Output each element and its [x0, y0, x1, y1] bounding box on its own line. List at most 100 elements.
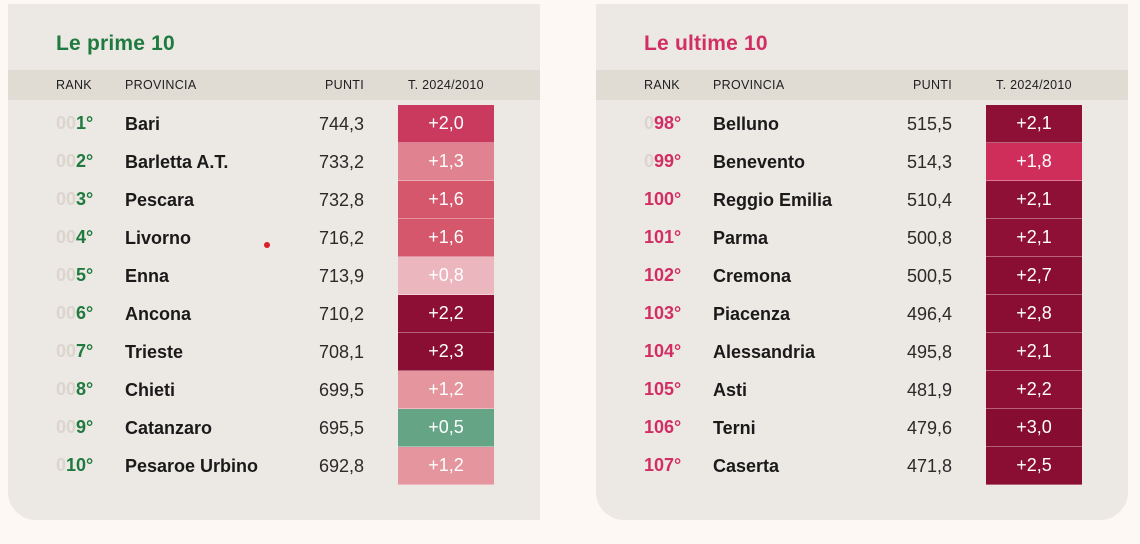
province-name: Bari	[125, 114, 161, 134]
rank-cell: 005°	[56, 265, 93, 286]
points-value: 479,6	[906, 418, 952, 438]
rank-value: 4°	[76, 227, 94, 247]
rank-cell: 003°	[56, 189, 93, 210]
rank-padding: 0	[56, 455, 67, 475]
points-value: 716,2	[318, 228, 364, 248]
table-row: 010° Pesaroe Urbino 692,8 +1,2	[8, 447, 540, 485]
trend-value: +1,6	[398, 219, 494, 257]
rank-value: 10°	[66, 455, 94, 475]
points-value: 692,8	[318, 456, 364, 476]
rank-cell: 009°	[56, 417, 93, 438]
rank-padding: 00	[56, 379, 77, 399]
top-ten-title: Le prime 10	[56, 32, 175, 55]
province-name: Chieti	[125, 380, 176, 400]
rank-value: 106°	[644, 417, 682, 437]
province-name: Trieste	[125, 342, 184, 362]
header-points: PUNTI	[913, 78, 952, 92]
rank-value: 104°	[644, 341, 682, 361]
trend-value: +2,5	[986, 447, 1082, 485]
province-name: Cremona	[713, 266, 792, 286]
table-row: 008° Chieti 699,5 +1,2	[8, 371, 540, 409]
rank-cell: 107°	[644, 455, 681, 476]
points-value: 708,1	[318, 342, 364, 362]
table-row: 107° Caserta 471,8 +2,5	[596, 447, 1128, 485]
province-name: Barletta A.T.	[125, 152, 229, 172]
rank-cell: 004°	[56, 227, 93, 248]
header-trend: T. 2024/2010	[996, 78, 1072, 92]
table-header-band	[8, 70, 540, 100]
points-value: 733,2	[318, 152, 364, 172]
trend-value: +0,8	[398, 257, 494, 295]
header-points: PUNTI	[325, 78, 364, 92]
points-value: 713,9	[318, 266, 364, 286]
rank-value: 6°	[76, 303, 94, 323]
points-value: 744,3	[318, 114, 364, 134]
table-row: 099° Benevento 514,3 +1,8	[596, 143, 1128, 181]
rank-cell: 099°	[644, 151, 681, 172]
rank-value: 5°	[76, 265, 94, 285]
rank-value: 98°	[654, 113, 682, 133]
rank-value: 107°	[644, 455, 682, 475]
trend-value: +2,7	[986, 257, 1082, 295]
points-value: 481,9	[906, 380, 952, 400]
points-value: 710,2	[318, 304, 364, 324]
points-value: 496,4	[906, 304, 952, 324]
rank-value: 99°	[654, 151, 682, 171]
header-trend: T. 2024/2010	[408, 78, 484, 92]
rank-padding: 00	[56, 417, 77, 437]
rank-cell: 002°	[56, 151, 93, 172]
province-name: Terni	[713, 418, 756, 438]
trend-value: +2,1	[986, 219, 1082, 257]
province-name: Alessandria	[713, 342, 816, 362]
trend-value: +2,2	[986, 371, 1082, 409]
header-rank: RANK	[56, 78, 92, 92]
table-row: 007° Trieste 708,1 +2,3	[8, 333, 540, 371]
rank-cell: 008°	[56, 379, 93, 400]
table-row: 103° Piacenza 496,4 +2,8	[596, 295, 1128, 333]
rank-padding: 00	[56, 341, 77, 361]
rank-cell: 104°	[644, 341, 681, 362]
trend-value: +2,1	[986, 105, 1082, 143]
trend-value: +1,2	[398, 447, 494, 485]
rank-padding: 00	[56, 265, 77, 285]
table-row: 005° Enna 713,9 +0,8	[8, 257, 540, 295]
table-row: 009° Catanzaro 695,5 +0,5	[8, 409, 540, 447]
points-value: 510,4	[906, 190, 952, 210]
rank-padding: 00	[56, 151, 77, 171]
header-rank: RANK	[644, 78, 680, 92]
table-header-band	[596, 70, 1128, 100]
rank-padding: 00	[56, 227, 77, 247]
trend-value: +3,0	[986, 409, 1082, 447]
trend-value: +2,2	[398, 295, 494, 333]
province-name: Asti	[713, 380, 748, 400]
bottom-ten-panel: Le ultime 10 RANK PROVINCIA PUNTI T. 202…	[596, 4, 1128, 520]
header-province: PROVINCIA	[713, 78, 785, 92]
table-row: 106° Terni 479,6 +3,0	[596, 409, 1128, 447]
rank-cell: 001°	[56, 113, 93, 134]
province-name: Caserta	[713, 456, 780, 476]
header-province: PROVINCIA	[125, 78, 197, 92]
rank-cell: 010°	[56, 455, 93, 476]
province-name: Reggio Emilia	[713, 190, 833, 210]
points-value: 471,8	[906, 456, 952, 476]
trend-value: +1,3	[398, 143, 494, 181]
rank-padding: 0	[644, 151, 655, 171]
rank-cell: 100°	[644, 189, 681, 210]
table-row: 003° Pescara 732,8 +1,6	[8, 181, 540, 219]
province-name: Piacenza	[713, 304, 791, 324]
rank-value: 7°	[76, 341, 94, 361]
rank-cell: 105°	[644, 379, 681, 400]
rank-padding: 0	[644, 113, 655, 133]
rank-padding: 00	[56, 113, 77, 133]
points-value: 500,8	[906, 228, 952, 248]
points-value: 514,3	[906, 152, 952, 172]
red-dot-mark	[264, 242, 270, 248]
rank-value: 3°	[76, 189, 94, 209]
rank-value: 103°	[644, 303, 682, 323]
table-row: 006° Ancona 710,2 +2,2	[8, 295, 540, 333]
table-row: 001° Bari 744,3 +2,0	[8, 105, 540, 143]
table-row: 102° Cremona 500,5 +2,7	[596, 257, 1128, 295]
bottom-ten-title: Le ultime 10	[644, 32, 768, 55]
rank-value: 9°	[76, 417, 94, 437]
trend-value: +2,8	[986, 295, 1082, 333]
